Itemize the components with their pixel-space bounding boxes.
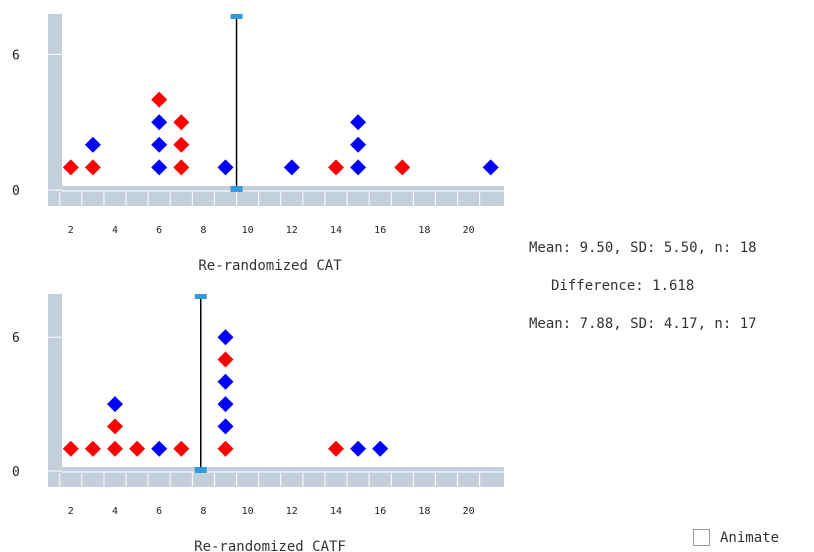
x-tick-label: 16 [374, 506, 386, 517]
data-point [129, 440, 146, 457]
x-tick-label: 20 [463, 506, 475, 517]
mean-handle-bottom [230, 186, 243, 192]
y-tick-label: 0 [12, 465, 20, 480]
difference-stat: Difference: 1.618 [551, 278, 695, 294]
data-point [350, 159, 367, 176]
data-point [217, 418, 234, 435]
data-point [328, 440, 344, 457]
data-point [151, 159, 168, 176]
y-tick-label: 6 [12, 48, 20, 63]
x-tick-label: 18 [418, 506, 430, 517]
x-tick-label: 2 [68, 225, 74, 236]
data-point [151, 114, 168, 131]
mean-handle-top [230, 14, 243, 19]
x-tick-label: 14 [330, 225, 342, 236]
data-point [394, 159, 411, 176]
data-point [350, 114, 367, 131]
data-point [173, 136, 190, 153]
data-point [173, 440, 190, 457]
x-tick-label: 8 [200, 225, 206, 236]
bottom-stats: Mean: 7.88, SD: 4.17, n: 17 [529, 316, 757, 332]
data-point [62, 159, 79, 176]
y-tick-label: 0 [12, 184, 20, 199]
data-point [107, 418, 123, 435]
x-tick-label: 8 [200, 506, 206, 517]
x-axis-label: Re-randomized CAT [198, 258, 342, 274]
data-point [62, 440, 79, 457]
x-tick-label: 6 [156, 506, 162, 517]
data-point [107, 396, 123, 413]
data-point [217, 373, 234, 390]
data-point [173, 114, 190, 131]
data-point [84, 440, 101, 457]
data-point [84, 136, 101, 153]
data-point [350, 136, 367, 153]
animate-label: Animate [720, 529, 780, 546]
data-point [173, 159, 190, 176]
data-point [107, 440, 123, 457]
data-point [328, 159, 344, 176]
data-point [217, 396, 234, 413]
data-point [372, 440, 389, 457]
top-stats: Mean: 9.50, SD: 5.50, n: 18 [529, 240, 757, 256]
plot-panel-1: 0 6 2 4 6 8 10 12 14 16 18 20 Re-randomized CAT [12, 14, 504, 274]
x-tick-label: 20 [463, 225, 475, 236]
data-point [350, 440, 367, 457]
animate-checkbox[interactable] [693, 529, 710, 546]
x-tick-label: 12 [286, 506, 298, 517]
y-tick-label: 6 [12, 331, 20, 346]
data-point [217, 329, 234, 346]
y-axis-band [48, 294, 62, 487]
data-point [84, 159, 101, 176]
x-tick-label: 16 [374, 225, 386, 236]
x-tick-label: 10 [242, 506, 254, 517]
x-tick-label: 6 [156, 225, 162, 236]
x-axis-label: Re-randomized CATF [194, 539, 346, 552]
x-tick-label: 2 [68, 506, 74, 517]
data-point [283, 159, 300, 176]
data-point [482, 159, 499, 176]
mean-handle-top [194, 294, 207, 299]
data-point [217, 440, 234, 457]
data-point [151, 91, 168, 108]
x-tick-label: 4 [112, 225, 118, 236]
data-point [151, 136, 168, 153]
mean-handle-bottom [194, 467, 207, 473]
data-point [217, 159, 234, 176]
x-tick-label: 10 [242, 225, 254, 236]
data-point [217, 351, 234, 368]
x-tick-label: 12 [286, 225, 298, 236]
data-point [151, 440, 168, 457]
plot-panel-2: 0 6 2 4 6 8 10 12 14 16 18 20 Re-randomized CATF [12, 294, 504, 552]
animate-toggle[interactable]: Animate [693, 529, 779, 546]
x-tick-label: 18 [418, 225, 430, 236]
x-tick-label: 14 [330, 506, 342, 517]
x-tick-label: 4 [112, 506, 118, 517]
y-axis-band [48, 14, 62, 206]
